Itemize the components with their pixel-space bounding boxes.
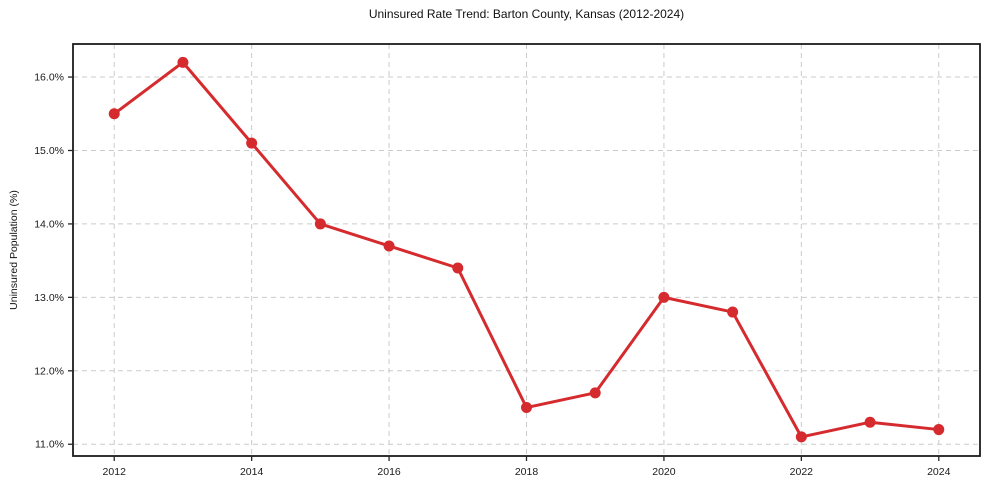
y-tick-label: 14.0% (34, 218, 64, 230)
data-point-2024 (933, 424, 945, 436)
x-tick-label: 2022 (790, 466, 814, 478)
data-point-2018 (521, 402, 532, 414)
axes-border (72, 43, 981, 457)
data-point-2022 (795, 431, 807, 443)
x-tick-label: 2018 (515, 466, 539, 478)
x-tick-label: 2012 (103, 466, 127, 478)
data-point-2019 (589, 387, 601, 399)
x-tick-label: 2024 (927, 466, 951, 478)
x-tick-label: 2020 (652, 466, 676, 478)
x-tick-label: 2016 (377, 466, 401, 478)
x-tick-label: 2014 (240, 466, 264, 478)
data-point-2017 (452, 262, 464, 274)
data-point-2015 (314, 218, 326, 230)
data-point-2021 (727, 306, 739, 318)
data-point-2013 (177, 56, 189, 68)
data-point-2014 (246, 137, 258, 149)
data-point-2020 (658, 291, 670, 303)
data-point-2012 (108, 108, 120, 120)
y-tick-label: 16.0% (34, 72, 64, 84)
y-tick-label: 11.0% (35, 439, 64, 451)
chart-title: Uninsured Rate Trend: Barton County, Kan… (368, 7, 685, 21)
y-tick-label: 13.0% (34, 292, 64, 304)
y-tick-label: 15.0% (34, 145, 64, 157)
y-tick-label: 12.0% (34, 365, 64, 377)
data-point-2023 (864, 416, 876, 428)
data-point-2016 (383, 240, 395, 252)
